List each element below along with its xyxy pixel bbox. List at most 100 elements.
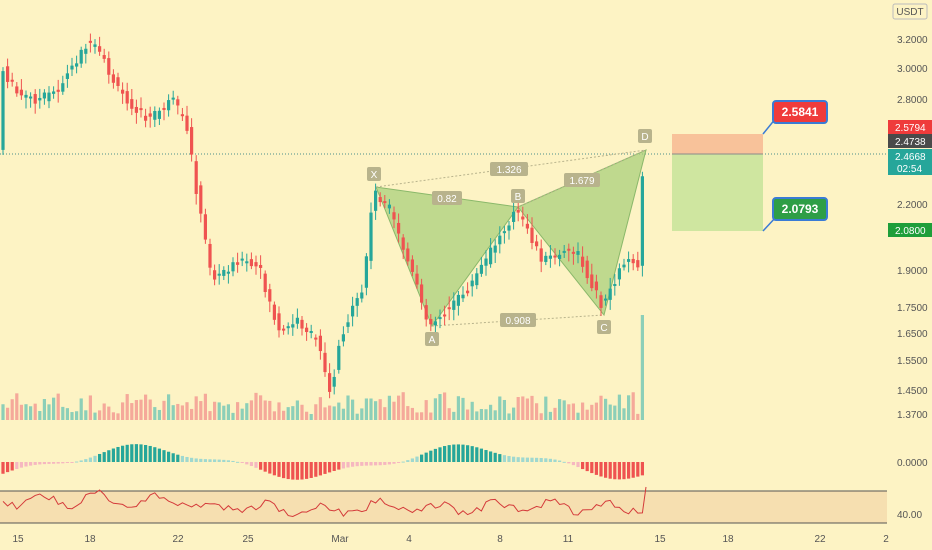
price-tick-1.9000: 1.9000 <box>897 266 928 277</box>
macd-bar <box>558 460 562 462</box>
candle-body <box>604 298 608 301</box>
point-x-label: X <box>367 167 381 181</box>
macd-bar <box>240 462 244 463</box>
candle-body <box>498 235 502 245</box>
volume-bar <box>323 407 327 420</box>
volume-bar <box>148 399 152 420</box>
volume-bar <box>84 410 88 420</box>
candle-layer <box>1 33 644 399</box>
volume-bar <box>535 403 539 420</box>
point-b-text: B <box>515 192 522 203</box>
macd-bar <box>355 462 359 467</box>
macd-bar <box>332 462 336 471</box>
macd-bar <box>553 459 557 462</box>
volume-bar <box>153 407 157 420</box>
candle-body <box>121 89 125 94</box>
volume-bar <box>530 395 534 420</box>
candle-body <box>613 284 617 287</box>
candle-body <box>33 94 37 104</box>
volume-bar <box>33 403 37 420</box>
volume-bar <box>387 395 391 420</box>
macd-bar <box>406 460 410 462</box>
volume-bar <box>300 404 304 420</box>
macd-bar <box>148 445 152 462</box>
candle-body <box>571 251 575 254</box>
candle-body <box>236 262 240 265</box>
candle-body <box>599 295 603 308</box>
point-b-label: B <box>511 189 525 203</box>
macd-bar <box>420 454 424 462</box>
time-tick-8: 8 <box>497 534 503 545</box>
volume-bar <box>70 412 74 420</box>
macd-bar <box>10 462 14 471</box>
volume-bar <box>608 404 612 420</box>
volume-bar <box>553 407 557 420</box>
macd-bar <box>622 462 626 480</box>
volume-bar <box>176 403 180 420</box>
macd-bar <box>617 462 621 480</box>
macd-bar <box>102 452 106 462</box>
candle-body <box>153 111 157 120</box>
macd-bar <box>61 462 65 464</box>
candle-body <box>259 264 263 268</box>
volume-bar <box>484 409 488 420</box>
volume-bar <box>240 408 244 420</box>
macd-bar <box>305 462 309 479</box>
rsi-line <box>2 486 647 518</box>
macd-bar <box>93 455 97 462</box>
candle-body <box>535 241 539 247</box>
volume-bar <box>585 409 589 420</box>
candle-body <box>562 250 566 253</box>
volume-bar <box>107 406 111 420</box>
target-callout-text: 2.0793 <box>782 202 819 216</box>
macd-bar <box>84 459 88 462</box>
volume-bar <box>397 395 401 420</box>
macd-layer <box>1 444 644 480</box>
macd-bar <box>47 462 51 464</box>
candle-body <box>397 222 401 234</box>
stop-callout-text: 2.5841 <box>782 105 819 119</box>
volume-bar <box>199 401 203 420</box>
macd-bar <box>567 462 571 464</box>
svg-text:2.5794: 2.5794 <box>895 123 926 134</box>
macd-bar <box>139 444 143 462</box>
candle-body <box>194 161 198 194</box>
macd-bar <box>539 457 543 462</box>
candle-body <box>558 254 562 259</box>
volume-bar <box>217 402 221 420</box>
volume-bar <box>452 411 456 420</box>
candle-body <box>617 268 621 280</box>
candle-body <box>130 99 134 109</box>
volume-bar <box>438 394 442 420</box>
volume-bar <box>125 394 129 420</box>
volume-bar <box>346 395 350 420</box>
candle-body <box>277 313 281 331</box>
candle-body <box>608 288 612 300</box>
macd-bar <box>323 462 327 474</box>
volume-bar <box>493 410 497 420</box>
candle-body <box>383 201 387 204</box>
candle-body <box>489 247 493 265</box>
macd-bar <box>291 462 295 480</box>
candle-body <box>208 243 212 268</box>
volume-bar <box>369 398 373 420</box>
candle-body <box>213 270 217 280</box>
volume-bar <box>98 410 102 420</box>
candle-body <box>452 300 456 310</box>
volume-bar <box>548 411 552 420</box>
macd-bar <box>502 455 506 462</box>
volume-bar <box>429 412 433 420</box>
volume-bar <box>364 398 368 420</box>
time-tick-22: 22 <box>172 534 184 545</box>
macd-bar <box>162 450 166 462</box>
time-tick-2: 2 <box>883 534 889 545</box>
macd-bar <box>268 462 272 474</box>
time-tick-4: 4 <box>406 534 412 545</box>
candle-body <box>144 115 148 121</box>
candle-body <box>470 280 474 287</box>
volume-bar <box>576 412 580 420</box>
volume-bar <box>38 411 42 420</box>
candle-body <box>466 290 470 294</box>
candle-body <box>231 262 235 272</box>
candle-body <box>107 58 111 75</box>
